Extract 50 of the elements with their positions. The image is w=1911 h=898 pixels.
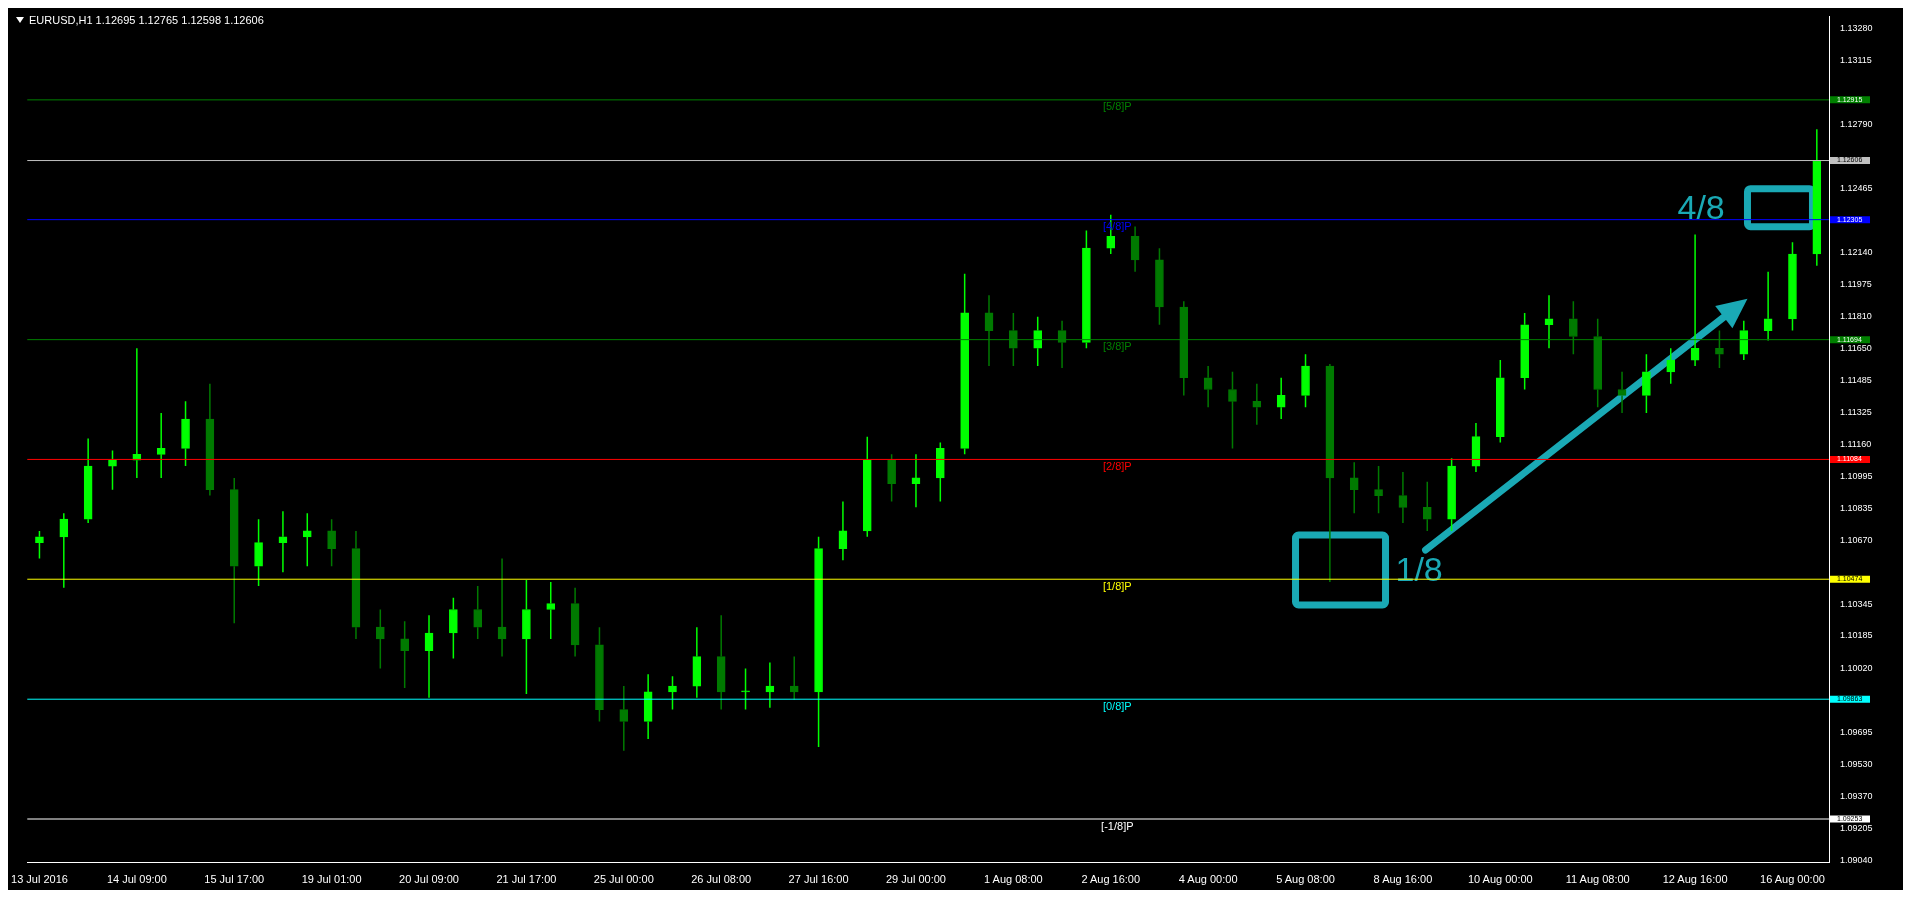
- x-tick-label: 14 Jul 09:00: [106, 873, 167, 886]
- y-tick-label: 1.11485: [1840, 375, 1872, 386]
- ref-line-label: [5/8]P: [1102, 100, 1132, 113]
- x-tick-label: 1 Aug 08:00: [983, 873, 1043, 886]
- ref-line-label: [1/8]P: [1102, 579, 1132, 592]
- y-tick-label: 1.10835: [1840, 502, 1873, 513]
- x-tick-label: 29 Jul 00:00: [886, 873, 946, 886]
- x-tick-label: 2 Aug 16:00: [1081, 873, 1141, 886]
- chart-title: EURUSD,H1 1.12695 1.12765 1.12598 1.12606: [29, 14, 264, 26]
- y-tick-label: 1.10670: [1840, 535, 1873, 546]
- y-tick-label: 1.11325: [1840, 406, 1872, 417]
- x-tick-label: 19 Jul 01:00: [301, 873, 362, 886]
- x-tick-label: 16 Aug 00:00: [1760, 873, 1825, 886]
- x-tick-label: 27 Jul 16:00: [788, 873, 849, 886]
- y-tick-label: 1.11975: [1840, 278, 1872, 289]
- y-tick-label: 1.09530: [1840, 759, 1873, 770]
- annotation: 4/8: [1677, 187, 1725, 227]
- annotation: 1/8: [1395, 550, 1443, 589]
- y-tick-label: 1.13280: [1840, 22, 1873, 33]
- x-tick-label: 4 Aug 00:00: [1178, 873, 1238, 886]
- x-tick-label: 20 Jul 09:00: [399, 873, 459, 886]
- x-tick-label: 12 Aug 16:00: [1662, 873, 1728, 886]
- ref-line-label: [2/8]P: [1102, 459, 1132, 472]
- ref-line-label: [-1/8]P: [1101, 819, 1134, 832]
- x-tick-label: 8 Aug 16:00: [1373, 873, 1433, 886]
- y-tick-label: 1.11160: [1840, 438, 1872, 449]
- y-tick-label: 1.12465: [1840, 182, 1873, 193]
- x-tick-label: 15 Jul 17:00: [204, 873, 265, 886]
- x-tick-label: 13 Jul 2016: [11, 873, 68, 886]
- y-tick-label: 1.10020: [1840, 662, 1873, 673]
- y-tick-label: 1.11810: [1840, 311, 1872, 322]
- ref-line-label: [0/8]P: [1102, 699, 1132, 712]
- y-tick-label: 1.10345: [1840, 599, 1873, 610]
- y-tick-label: 1.12790: [1840, 118, 1873, 129]
- y-tick-label: 1.11650: [1840, 342, 1872, 353]
- y-tick-label: 1.09205: [1840, 822, 1873, 833]
- y-tick-label: 1.09370: [1840, 790, 1873, 801]
- ref-line-label: [3/8]P: [1102, 340, 1132, 353]
- y-tick-label: 1.09040: [1840, 855, 1873, 866]
- x-tick-label: 5 Aug 08:00: [1276, 873, 1335, 886]
- x-tick-label: 11 Aug 08:00: [1565, 873, 1630, 886]
- x-tick-label: 10 Aug 00:00: [1467, 873, 1533, 886]
- x-tick-label: 25 Jul 00:00: [593, 873, 654, 886]
- y-tick-label: 1.10185: [1840, 630, 1873, 641]
- y-tick-label: 1.13115: [1840, 55, 1872, 66]
- x-tick-label: 21 Jul 17:00: [496, 873, 557, 886]
- y-tick-label: 1.12140: [1840, 246, 1873, 257]
- y-tick-label: 1.09695: [1840, 726, 1873, 737]
- y-tick-label: 1.10995: [1840, 471, 1873, 482]
- x-tick-label: 26 Jul 08:00: [691, 873, 752, 886]
